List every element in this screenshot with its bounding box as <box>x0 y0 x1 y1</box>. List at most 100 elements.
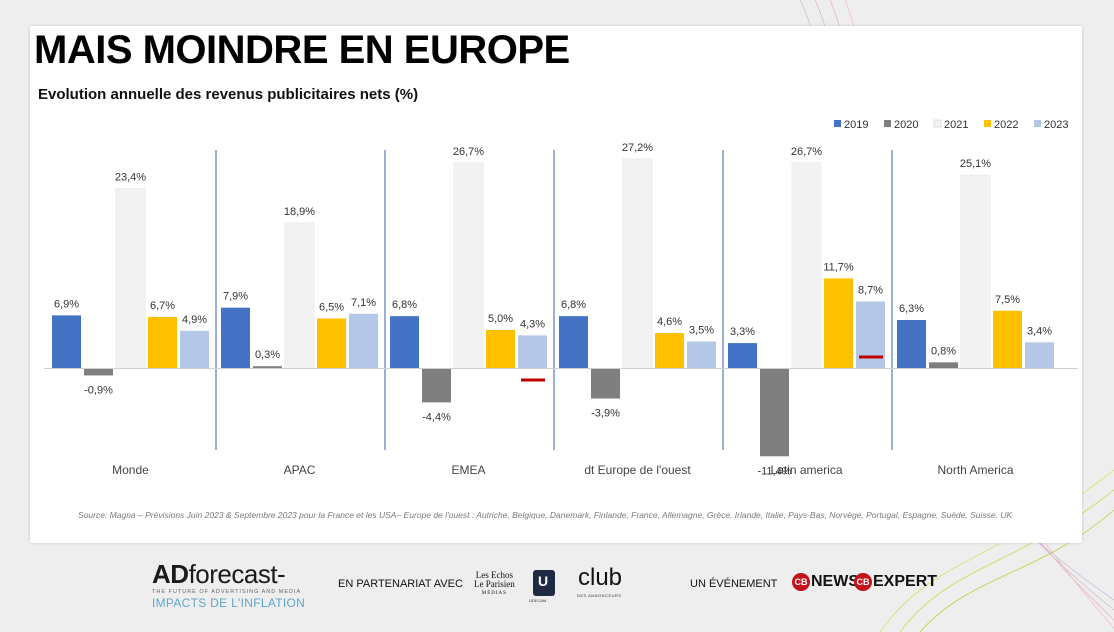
bar-2023 <box>180 330 209 369</box>
data-label: 3,4% <box>1027 325 1052 337</box>
slide-title: MAIS MOINDRE EN EUROPE <box>34 28 570 72</box>
data-label: 5,0% <box>488 313 513 325</box>
bar-2020 <box>929 362 958 369</box>
bar-2021 <box>453 162 484 369</box>
slide-panel: MAIS MOINDRE EN EUROPE Evolution annuell… <box>30 26 1082 543</box>
chart-title: Evolution annuelle des revenus publicita… <box>38 86 419 103</box>
logo-tagline: THE FUTURE OF ADVERTISING AND MEDIA <box>152 589 302 595</box>
bar-2021 <box>791 162 822 369</box>
data-label: 6,9% <box>54 298 79 310</box>
leparisien-text: Le Parisien <box>474 579 515 589</box>
cb-mark-icon: CB <box>792 572 810 591</box>
data-label: 4,9% <box>182 314 207 326</box>
data-label: 4,6% <box>657 316 682 328</box>
bar-2023 <box>518 335 547 369</box>
legend-label: 2019 <box>844 119 868 131</box>
bar-2019 <box>52 315 81 369</box>
data-label: 7,9% <box>223 291 248 303</box>
event-label: UN ÉVÉNEMENT <box>690 578 778 590</box>
data-label: -0,9% <box>84 384 113 396</box>
data-label: 26,7% <box>791 146 822 158</box>
bar-2019 <box>221 307 250 369</box>
club-logo-text: club <box>578 564 623 591</box>
bar-2023 <box>856 301 885 369</box>
bar-2022 <box>655 333 684 369</box>
legend-swatch <box>834 120 841 127</box>
legend-swatch <box>984 120 991 127</box>
data-label: -11,4% <box>757 465 791 477</box>
udecam-text: UDECAM <box>529 598 547 603</box>
data-label: -4,4% <box>422 411 451 423</box>
x-tick-label: dt Europe de l'ouest <box>584 463 691 477</box>
data-label: 6,7% <box>150 300 175 312</box>
cbnews-logo: CB NEWS <box>792 571 859 593</box>
data-label: 6,8% <box>392 299 417 311</box>
udecam-logo: U <box>533 570 555 596</box>
legend-swatch <box>933 119 942 128</box>
x-tick-label: Monde <box>112 463 149 477</box>
data-label: 11,7% <box>823 261 854 273</box>
data-label: -3,9% <box>591 408 620 420</box>
bar-2019 <box>559 316 588 369</box>
legend-label: 2023 <box>1044 119 1068 131</box>
bar-2019 <box>728 343 757 369</box>
udecam-u-icon: U <box>538 573 549 589</box>
adforecast-logo: ADforecast- THE FUTURE OF ADVERTISING AN… <box>152 560 305 610</box>
data-label: 8,7% <box>858 285 883 297</box>
data-label: 7,5% <box>995 294 1020 306</box>
x-tick-label: Latin america <box>770 463 842 477</box>
x-tick-label: North America <box>937 463 1013 477</box>
data-label: 7,1% <box>351 297 376 309</box>
data-label: 0,8% <box>931 345 956 357</box>
cbnews-text: NEWS <box>811 573 859 590</box>
chart-bars <box>52 158 1054 457</box>
logo-ad-text: AD <box>152 559 189 589</box>
x-tick-label: APAC <box>284 463 316 477</box>
legend-swatch <box>1034 120 1041 127</box>
bar-2019 <box>390 316 419 369</box>
medias-text: MÉDIAS <box>481 591 507 596</box>
lesechos-text: Les Echos <box>475 570 513 580</box>
data-label: 18,9% <box>284 206 315 218</box>
bar-2019 <box>897 319 926 369</box>
data-label: 6,5% <box>319 301 344 313</box>
bar-2021 <box>284 222 315 369</box>
chart-value-labels: Monde 6,9% -0,9% 23,4% 6,7% 4,9% APAC 7,9% 0,3% 1… <box>54 142 1052 477</box>
bar-2020 <box>591 368 620 399</box>
bar-2021 <box>115 187 146 369</box>
cbexpert-text: EXPERT <box>873 573 938 590</box>
data-label: 6,8% <box>561 299 586 311</box>
bar-2021 <box>960 174 991 369</box>
logo-forecast-text: forecast- <box>188 559 286 589</box>
bar-2022 <box>317 318 346 369</box>
legend-label: 2021 <box>944 119 968 131</box>
data-label: 26,7% <box>453 146 484 158</box>
chart-axis <box>44 150 1078 450</box>
lesechos-leparisien-logo: Les Echos Le Parisien MÉDIAS <box>474 571 515 598</box>
bar-2022 <box>824 278 853 369</box>
bar-2020 <box>253 366 282 369</box>
bar-2020 <box>422 368 451 403</box>
cbexpert-logo: CB EXPERT <box>854 571 937 593</box>
data-label: 27,2% <box>622 142 653 154</box>
bar-2022 <box>993 310 1022 369</box>
legend-label: 2020 <box>894 119 918 131</box>
logo-subtitle: IMPACTS DE L'INFLATION <box>152 596 306 610</box>
bar-2023 <box>687 341 716 369</box>
bar-2020 <box>84 368 113 376</box>
data-label: 4,3% <box>520 318 545 330</box>
legend-label: 2022 <box>994 119 1018 131</box>
bar-2023 <box>349 313 378 369</box>
bar-2020 <box>760 368 789 457</box>
data-label: 3,5% <box>689 325 714 337</box>
chart-legend: 2019 2020 2021 2022 2023 <box>834 119 1068 131</box>
bar-2023 <box>1025 342 1054 369</box>
bar-2022 <box>486 330 515 369</box>
bar-2021 <box>622 158 653 369</box>
x-tick-label: EMEA <box>451 463 485 477</box>
bar-chart: 2019 2020 2021 2022 2023 Monde 6,9% -0,9% 23,4%… <box>44 119 1078 477</box>
partner-label: EN PARTENARIAT AVEC <box>338 578 463 590</box>
bar-2022 <box>148 316 177 369</box>
data-label: 0,3% <box>255 349 280 361</box>
data-label: 3,3% <box>730 326 755 338</box>
